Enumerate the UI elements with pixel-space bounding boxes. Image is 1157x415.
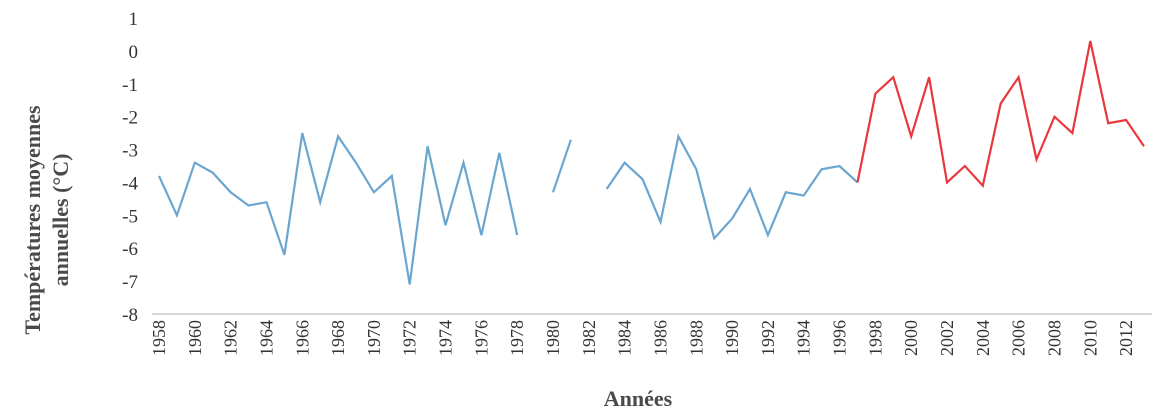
x-tick-label: 1982 [579,320,599,356]
x-tick-label: 1980 [543,320,563,356]
y-tick-label: 1 [129,9,139,30]
x-tick-label: 2000 [901,320,921,356]
x-tick-label: 1994 [794,320,814,356]
x-axis-ticks: 1958 1960 1962 1964 1966 1968 1970 1972 1974 1976… [149,320,1136,356]
x-tick-label: 1986 [650,320,670,356]
x-tick-label: 1974 [436,320,456,356]
x-tick-label: 1978 [507,320,527,356]
x-tick-label: 1990 [722,320,742,356]
y-tick-label: -1 [122,75,138,96]
series-line-2 [856,40,1145,189]
x-tick-label: 1984 [615,320,635,356]
x-tick-label: 1996 [830,320,850,356]
x-tick-label: 1962 [221,320,241,356]
x-tick-label: 1960 [185,320,205,356]
y-axis-title-line-1: Températures moyennes [20,105,45,335]
x-tick-label: 1964 [256,320,276,356]
x-tick-label: 1992 [758,320,778,356]
x-tick-label: 2008 [1044,320,1064,356]
x-tick-label: 2006 [1009,320,1029,356]
y-tick-label: -7 [122,272,138,293]
y-axis-title-line-2: annuelles (°C) [48,154,73,287]
y-axis-title: Températures moyennes annuelles (°C) [20,105,73,335]
x-tick-label: 1972 [400,320,420,356]
y-tick-label: -4 [122,173,138,194]
x-tick-label: 1968 [328,320,348,356]
plot-area [157,40,1145,285]
y-tick-label: -6 [122,239,138,260]
x-tick-label: 1966 [292,320,312,356]
y-axis-ticks: 1 0 -1 -2 -3 -4 -5 -6 -7 -8 [122,9,138,326]
x-tick-label: 2012 [1116,320,1136,356]
x-axis-title: Années [604,386,673,411]
x-tick-label: 1988 [686,320,706,356]
x-tick-label: 2002 [937,320,957,356]
x-tick-label: 1976 [471,320,491,356]
series-line-1 [157,132,859,285]
y-tick-label: -2 [122,108,138,129]
y-tick-label: -8 [122,305,138,326]
x-tick-label: 2010 [1080,320,1100,356]
y-tick-label: -3 [122,141,138,162]
x-tick-label: 2004 [973,320,993,356]
x-tick-label: 1958 [149,320,169,356]
y-tick-label: 0 [129,42,139,63]
x-tick-label: 1970 [364,320,384,356]
y-tick-label: -5 [122,206,138,227]
x-tick-label: 1998 [865,320,885,356]
